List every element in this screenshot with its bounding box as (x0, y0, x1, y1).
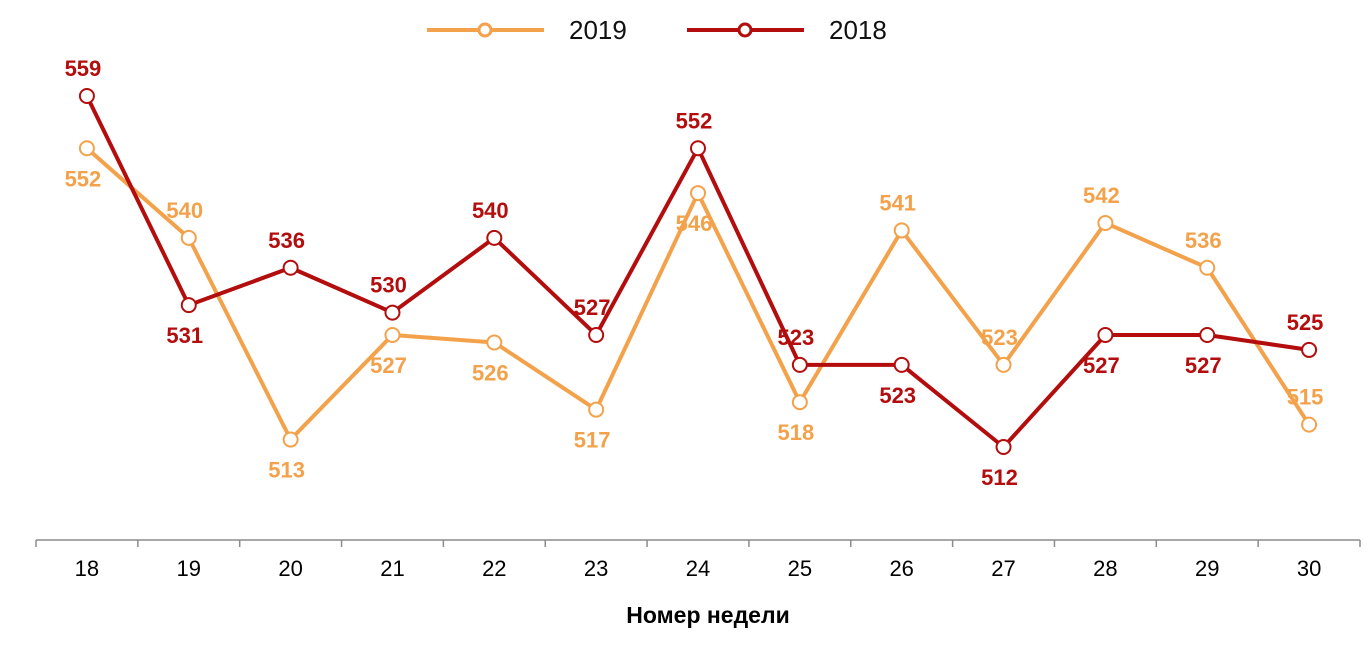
x-axis-title: Номер недели (626, 602, 789, 628)
data-point-2019 (690, 185, 706, 202)
data-label-2018: 559 (65, 56, 102, 81)
data-point-2019 (384, 326, 401, 343)
data-label-2019: 540 (166, 198, 203, 223)
data-label-2018: 552 (676, 108, 713, 133)
x-tick-label: 19 (177, 556, 201, 581)
legend: 2019 2018 (427, 15, 887, 45)
data-point-2018 (588, 326, 605, 343)
x-tick-label: 20 (278, 556, 302, 581)
data-label-2019: 546 (676, 211, 713, 236)
data-point-2019 (588, 401, 605, 418)
x-tick-label: 22 (482, 556, 506, 581)
data-point-2018 (893, 356, 910, 373)
data-label-2018: 512 (981, 465, 1018, 490)
data-point-2019 (1097, 214, 1114, 231)
data-point-2019 (78, 140, 95, 157)
data-point-2019 (995, 356, 1012, 373)
data-point-2018 (1199, 326, 1216, 343)
x-tick-label: 27 (991, 556, 1015, 581)
data-label-2018: 536 (268, 228, 305, 253)
data-label-2018: 527 (1185, 353, 1222, 378)
data-label-2018: 523 (879, 383, 916, 408)
data-point-2019 (1301, 416, 1318, 433)
x-tick-label: 21 (380, 556, 404, 581)
data-label-2018: 525 (1287, 310, 1324, 335)
data-point-2018 (690, 140, 706, 157)
data-point-2019 (282, 431, 299, 448)
legend-label-2018: 2018 (829, 15, 887, 45)
x-axis: 18 19 20 21 22 23 24 25 26 27 28 29 30 (35, 539, 1361, 581)
data-label-2018: 530 (370, 273, 407, 298)
data-label-2018: 531 (166, 323, 203, 348)
data-label-2018: 527 (1083, 353, 1120, 378)
data-label-2018: 540 (472, 198, 509, 223)
data-label-2018: 523 (777, 325, 814, 350)
data-label-2018: 527 (574, 295, 611, 320)
data-point-2018 (384, 304, 401, 321)
data-point-2019 (791, 394, 808, 411)
data-label-2019: 526 (472, 360, 509, 385)
x-tick-label: 30 (1297, 556, 1321, 581)
data-label-2019: 513 (268, 458, 305, 483)
data-point-2018 (1301, 341, 1318, 358)
data-point-2018 (78, 88, 95, 104)
data-label-2019: 542 (1083, 183, 1120, 208)
x-tick-label: 28 (1093, 556, 1117, 581)
data-label-2019: 536 (1185, 228, 1222, 253)
data-point-2018 (180, 297, 197, 314)
x-tick-label: 23 (584, 556, 608, 581)
data-point-2018 (995, 439, 1012, 455)
x-tick-label: 18 (75, 556, 99, 581)
data-point-2019 (180, 229, 197, 246)
data-label-2019: 523 (981, 325, 1018, 350)
data-labels: 552 540 513 527 526 517 546 518 541 523 542 536 515 5… (65, 56, 1324, 490)
data-label-2019: 518 (777, 420, 814, 445)
data-point-2018 (486, 229, 503, 246)
data-label-2019: 541 (879, 190, 916, 215)
data-label-2019: 552 (65, 166, 102, 191)
data-label-2019: 515 (1287, 385, 1324, 410)
x-tick-label: 29 (1195, 556, 1219, 581)
x-tick-label: 25 (788, 556, 812, 581)
data-point-2019 (486, 334, 503, 351)
data-point-2018 (282, 259, 299, 276)
legend-label-2019: 2019 (569, 15, 627, 45)
x-tick-label: 24 (686, 556, 710, 581)
legend-marker-2019 (477, 22, 493, 38)
legend-marker-2018 (737, 22, 753, 38)
data-point-2019 (1199, 259, 1216, 276)
data-point-2018 (791, 356, 808, 373)
series-layer (78, 88, 1318, 455)
x-tick-label: 26 (889, 556, 913, 581)
data-label-2019: 517 (574, 428, 611, 453)
data-label-2019: 527 (370, 353, 407, 378)
data-point-2019 (893, 222, 910, 239)
data-point-2018 (1097, 326, 1114, 343)
